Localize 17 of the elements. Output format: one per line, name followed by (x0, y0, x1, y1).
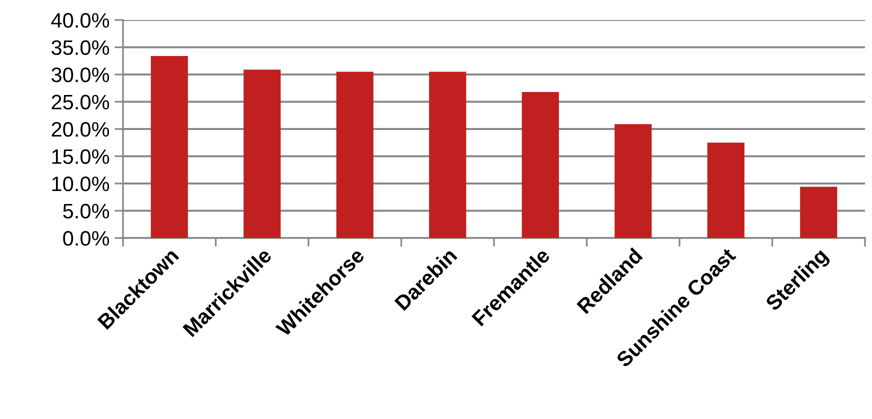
bar (707, 142, 744, 238)
y-tick-label: 25.0% (52, 94, 110, 110)
bar (336, 72, 374, 238)
bar (800, 186, 838, 238)
bar (522, 92, 559, 238)
y-tick-label: 30.0% (52, 68, 110, 82)
y-tick-label: 40.0% (51, 13, 110, 28)
y-tick-label: 5.0% (63, 204, 110, 219)
y-tick-label: 35.0% (52, 40, 110, 56)
y-tick-label: 10.0% (52, 176, 110, 192)
y-tick-label: 15.0% (52, 149, 110, 164)
y-tick-label: 0.0% (63, 231, 110, 246)
bar (150, 56, 188, 238)
bar (614, 124, 652, 238)
bar (244, 70, 281, 238)
y-tick-label: 20.0% (52, 122, 110, 137)
bar (429, 72, 466, 238)
